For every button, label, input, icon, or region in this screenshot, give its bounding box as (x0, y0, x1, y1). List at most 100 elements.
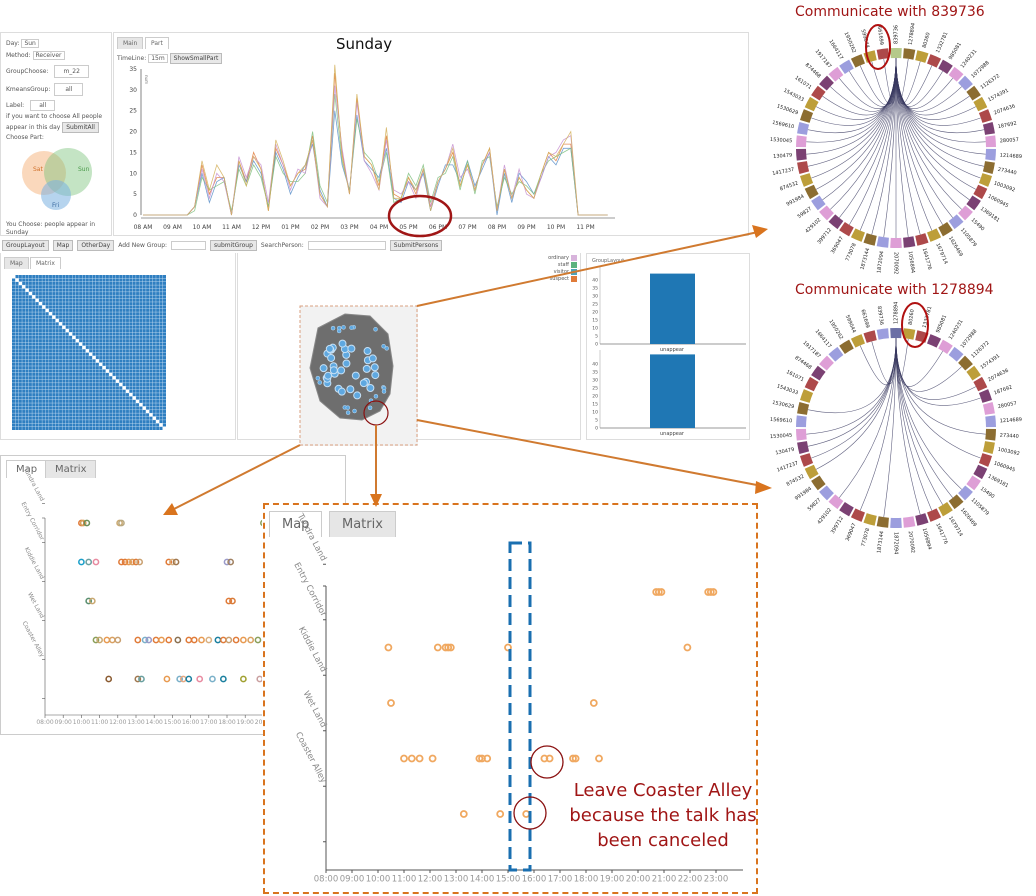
chord-arc-59827 (819, 485, 834, 501)
network-node (351, 371, 360, 380)
chord-label: 2074636 (987, 368, 1010, 384)
chord-arc-1369181 (973, 464, 988, 480)
bar-y-tick: 15 (592, 402, 598, 408)
submit-persons-button[interactable]: SubmitPersons (389, 240, 443, 251)
matrix-diagonal-cell (115, 379, 120, 383)
chord-arc-1369181 (966, 195, 981, 211)
map-point (205, 636, 213, 644)
tab-map[interactable]: Map (4, 257, 29, 269)
submit-all-button[interactable]: SubmitAll (62, 122, 99, 133)
matrix-diagonal-cell (55, 318, 59, 323)
network-node (327, 353, 336, 362)
map-point (92, 558, 100, 566)
selection-text-1: You Choose: people appear in (6, 221, 96, 228)
y-tick-label: 10 (129, 170, 137, 177)
timeline-select[interactable]: 15m (148, 54, 168, 63)
legend-item-ordinary[interactable]: ordinary (520, 254, 577, 261)
matrix-diagonal-cell (119, 382, 123, 387)
matrix-diagonal-cell (129, 392, 133, 397)
map-point (88, 597, 96, 605)
small-tab-matrix[interactable]: Matrix (45, 460, 97, 478)
kmeans-select[interactable]: all (54, 83, 84, 96)
kmeans-control: KmeansGroup: all (6, 83, 84, 96)
group-layout-button[interactable]: GroupLayout (2, 240, 49, 251)
tab-part[interactable]: Part (145, 37, 169, 49)
matrix-diagonal-cell (92, 355, 96, 360)
add-group-input[interactable] (171, 241, 207, 250)
network-node (373, 393, 379, 399)
x-tick-label: 09 PM (517, 224, 535, 231)
legend-item-visitor[interactable]: visitor (520, 268, 577, 275)
chord-label: 161071 (785, 369, 805, 383)
matrix-diagonal-cell (12, 275, 16, 279)
submit-group-button[interactable]: submitGroup (210, 240, 257, 251)
map-point (85, 558, 93, 566)
chord-label: 1664117 (827, 39, 844, 61)
chord-title-2: Communicate with 1278894 (795, 282, 994, 298)
chord-label: 187692 (997, 121, 1017, 131)
matrix-diagonal-cell (65, 328, 69, 333)
chord-arc-1626469 (948, 494, 964, 510)
matrix-diagonal-cell (78, 342, 83, 346)
chord-arc-1679714 (938, 502, 953, 517)
map-x-tick-label: 10:00 (73, 719, 90, 726)
chord-link (811, 57, 897, 179)
other-day-button[interactable]: OtherDay (77, 240, 115, 251)
chord-arc-161071 (804, 376, 819, 392)
chord-arc-1873144 (863, 233, 877, 246)
venn-fri[interactable] (41, 180, 71, 210)
label-select[interactable]: all (30, 100, 56, 111)
chord-arc-1530045 (796, 135, 807, 148)
search-person-input[interactable] (307, 241, 386, 250)
map-x-tick-label: 08:00 (314, 875, 339, 885)
venn-diagram[interactable]: Sat Sun Fri (16, 145, 106, 217)
chord-label: 161071 (793, 75, 812, 91)
bar-y-tick: 40 (592, 278, 598, 284)
group-select[interactable]: m_22 (54, 65, 89, 78)
chord-label: 130479 (773, 153, 792, 160)
chord-link (895, 57, 962, 210)
chord-arc-1543033 (804, 96, 819, 112)
show-small-part-button[interactable]: ShowSmallPart (169, 53, 223, 64)
chord-link (838, 337, 897, 499)
tab-matrix[interactable]: Matrix (30, 257, 61, 269)
map-x-tick-label: 18:00 (218, 719, 235, 726)
chord-arc-1641776 (927, 508, 942, 522)
tab-main[interactable]: Main (117, 37, 144, 49)
chord-diagram-839736[interactable]: 839736 1278894 80260 1332781985081124023110… (760, 20, 1032, 278)
chord-link (895, 57, 981, 179)
chord-label: 1641776 (934, 522, 948, 545)
map-point (225, 597, 233, 605)
chord-arc-1126372 (966, 85, 981, 101)
legend-item-suspect[interactable]: suspect (520, 275, 577, 282)
map-x-tick-label: 11:00 (392, 875, 417, 885)
chord-diagram-1278894[interactable]: 839736 1278894 80260 1332781 985081 124023110… (760, 298, 1032, 558)
chord-label: 1543033 (782, 88, 805, 104)
chord-link (895, 337, 944, 506)
large-tab-map[interactable]: Map (269, 511, 323, 537)
chord-label: 1626469 (959, 507, 978, 528)
matrix-diagonal-cell (159, 423, 163, 427)
matrix-diagonal-cell (38, 301, 43, 306)
day-select[interactable]: Sun (21, 39, 39, 48)
legend-item-staff[interactable]: staff (520, 261, 577, 268)
map-button[interactable]: Map (52, 240, 74, 251)
map-point (105, 675, 113, 683)
map-category-label: Kiddie Land (23, 546, 46, 580)
chord-arc-1105879 (948, 214, 964, 230)
x-tick-label: 06 PM (429, 224, 447, 231)
chord-label: 1574391 (987, 88, 1010, 104)
label-control: Label: all (6, 100, 56, 111)
chord-label: 661699 (859, 309, 870, 329)
method-select[interactable]: Receiver (32, 51, 65, 60)
adjacency-matrix[interactable] (12, 275, 166, 430)
map-point (706, 588, 715, 596)
network-graph[interactable] (300, 306, 418, 446)
group-bar-charts: 0 5 10 15 20 25 30 35 40 unappear 0 5 10 15 20 25 30 35 40… (592, 266, 746, 437)
map-category-label: Coaster Alley (21, 620, 46, 659)
chord-label: 130479 (775, 447, 795, 457)
map-point (176, 675, 184, 683)
large-tab-matrix[interactable]: Matrix (329, 511, 396, 537)
chord-arc-1664117 (839, 59, 854, 74)
map-x-tick-label: 15:00 (496, 875, 521, 885)
